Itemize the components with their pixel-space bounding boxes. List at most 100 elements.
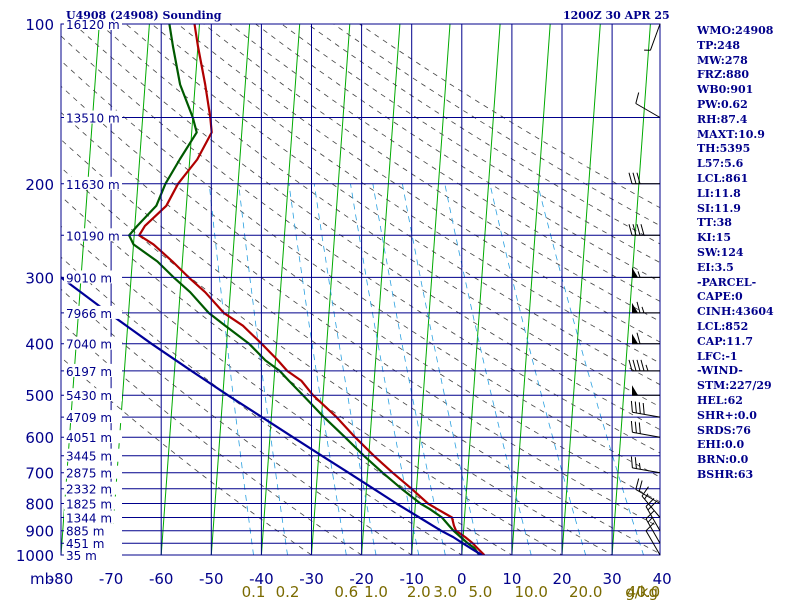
pressure-tick-label: 500 bbox=[25, 387, 54, 405]
mixing-ratio-line bbox=[402, 183, 481, 555]
wind-barb bbox=[630, 456, 661, 474]
mixing-ratio-line bbox=[489, 183, 587, 555]
height-label: 1825 m bbox=[66, 498, 112, 512]
stat-item: PW:0.62 bbox=[697, 97, 748, 111]
dry-adiabat bbox=[73, 24, 660, 431]
pressure-tick-label: 800 bbox=[25, 496, 54, 514]
wind-barb bbox=[635, 478, 661, 504]
dry-adiabat bbox=[61, 111, 660, 528]
mixing-ratio-label: 10.0 bbox=[514, 583, 547, 600]
stat-item: CAPE:0 bbox=[697, 290, 743, 304]
mixing-ratio-label: 3.0 bbox=[433, 583, 457, 600]
height-label-bg bbox=[64, 363, 122, 377]
stat-item: SRDS:76 bbox=[697, 423, 751, 437]
stat-item: HEL:62 bbox=[697, 393, 743, 407]
stat-item: KI:15 bbox=[697, 231, 732, 245]
stat-item: -WIND- bbox=[697, 364, 743, 378]
stat-item: -PARCEL- bbox=[697, 275, 757, 289]
wind-barb bbox=[632, 332, 660, 345]
pressure-tick-label: 200 bbox=[25, 176, 54, 194]
stat-item: MAXT:10.9 bbox=[697, 127, 765, 141]
dewpoint-profile bbox=[128, 24, 481, 555]
height-label-bg bbox=[64, 430, 122, 444]
mixing-ratio-label: 5.0 bbox=[468, 583, 492, 600]
isotherm-line bbox=[561, 24, 601, 555]
temperature-tick-label: -20 bbox=[349, 570, 374, 588]
height-label: 5430 m bbox=[66, 389, 112, 403]
height-label: 4709 m bbox=[66, 411, 112, 425]
stat-item: MW:278 bbox=[697, 53, 748, 67]
height-label-bg bbox=[64, 228, 122, 242]
wind-barb bbox=[630, 400, 661, 418]
dry-adiabat bbox=[203, 24, 660, 322]
mixing-ratio-label: 0.6 bbox=[334, 583, 358, 600]
height-label: 3445 m bbox=[66, 450, 112, 464]
height-label-bg bbox=[64, 176, 122, 190]
isotherm-line bbox=[210, 24, 251, 555]
height-label-bg bbox=[64, 523, 122, 537]
wind-barb bbox=[628, 172, 660, 185]
pressure-tick-label: 400 bbox=[25, 336, 54, 354]
temperature-tick-label: -50 bbox=[199, 570, 224, 588]
stat-item: L57:5.6 bbox=[697, 157, 744, 171]
chart-title-right: 1200Z 30 APR 25 bbox=[563, 9, 670, 22]
wind-barb bbox=[645, 510, 661, 544]
temperature-tick-label: -10 bbox=[399, 570, 424, 588]
height-label-bg bbox=[64, 110, 122, 124]
height-label-bg bbox=[64, 305, 122, 319]
stat-item: LCL:852 bbox=[697, 319, 749, 333]
mixing-ratio-label: 2.0 bbox=[407, 583, 431, 600]
temperature-tick-label: -60 bbox=[149, 570, 174, 588]
height-label: 885 m bbox=[66, 525, 104, 539]
dry-adiabat bbox=[61, 356, 313, 555]
stat-item: BSHR:63 bbox=[697, 467, 754, 481]
isotherm-line bbox=[10, 24, 49, 566]
mixing-ratio-label: 20.0 bbox=[569, 583, 602, 600]
temperature-tick-label: 10 bbox=[502, 570, 521, 588]
height-label-bg bbox=[64, 388, 122, 402]
dry-adiabat bbox=[61, 166, 613, 555]
height-label-bg bbox=[64, 536, 122, 550]
height-label-bg bbox=[64, 17, 122, 30]
temperature-tick-label: -70 bbox=[99, 570, 124, 588]
height-label: 13510 m bbox=[66, 112, 120, 126]
wind-barb bbox=[645, 498, 661, 531]
stat-item: FRZ:880 bbox=[697, 68, 750, 82]
stat-item: TT:38 bbox=[697, 216, 732, 230]
wind-barb bbox=[628, 359, 660, 372]
stat-item: LCL:861 bbox=[697, 171, 749, 185]
wind-barb bbox=[635, 92, 661, 118]
stats-panel: WMO:24908 TP:248 MW:278 FRZ:880 WB0:901 PW:0.… bbox=[697, 24, 774, 483]
plot-frame bbox=[60, 23, 661, 556]
mixing-ratio-label: 0.1 bbox=[242, 583, 266, 600]
dry-adiabat bbox=[61, 256, 463, 555]
pressure-tick-label: 600 bbox=[25, 429, 54, 447]
dry-adiabat bbox=[61, 225, 513, 555]
isotherm-line bbox=[361, 24, 401, 555]
stat-item: BRN:0.0 bbox=[697, 453, 749, 467]
pressure-unit-label: mb bbox=[30, 570, 54, 588]
stat-item: WMO:24908 bbox=[697, 24, 774, 37]
mixing-ratio-line bbox=[208, 183, 254, 555]
chart-title-left: U4908 (24908) Sounding bbox=[66, 9, 222, 22]
pressure-tick-label: 100 bbox=[25, 16, 54, 34]
temperature-tick-label: 0 bbox=[457, 570, 467, 588]
isotherm-line bbox=[311, 24, 351, 555]
height-label: 6197 m bbox=[66, 365, 112, 379]
stat-item: WB0:901 bbox=[697, 83, 754, 97]
wind-barb bbox=[630, 420, 661, 438]
height-label-bg bbox=[64, 410, 122, 424]
isotherm-line bbox=[411, 24, 451, 555]
height-label-bg bbox=[64, 448, 122, 462]
dry-adiabat bbox=[61, 60, 660, 478]
stat-item: TH:5395 bbox=[697, 142, 751, 156]
isotherm-line bbox=[461, 24, 501, 555]
height-label: 7040 m bbox=[66, 338, 112, 352]
height-label-bg bbox=[64, 270, 122, 284]
temperature-tick-label: 40 bbox=[653, 570, 672, 588]
dry-adiabat bbox=[61, 195, 563, 555]
height-label: 4051 m bbox=[66, 431, 112, 445]
dry-adiabat bbox=[61, 288, 413, 555]
temperature-tick-label: -80 bbox=[49, 570, 74, 588]
height-label: 16120 m bbox=[66, 18, 120, 32]
